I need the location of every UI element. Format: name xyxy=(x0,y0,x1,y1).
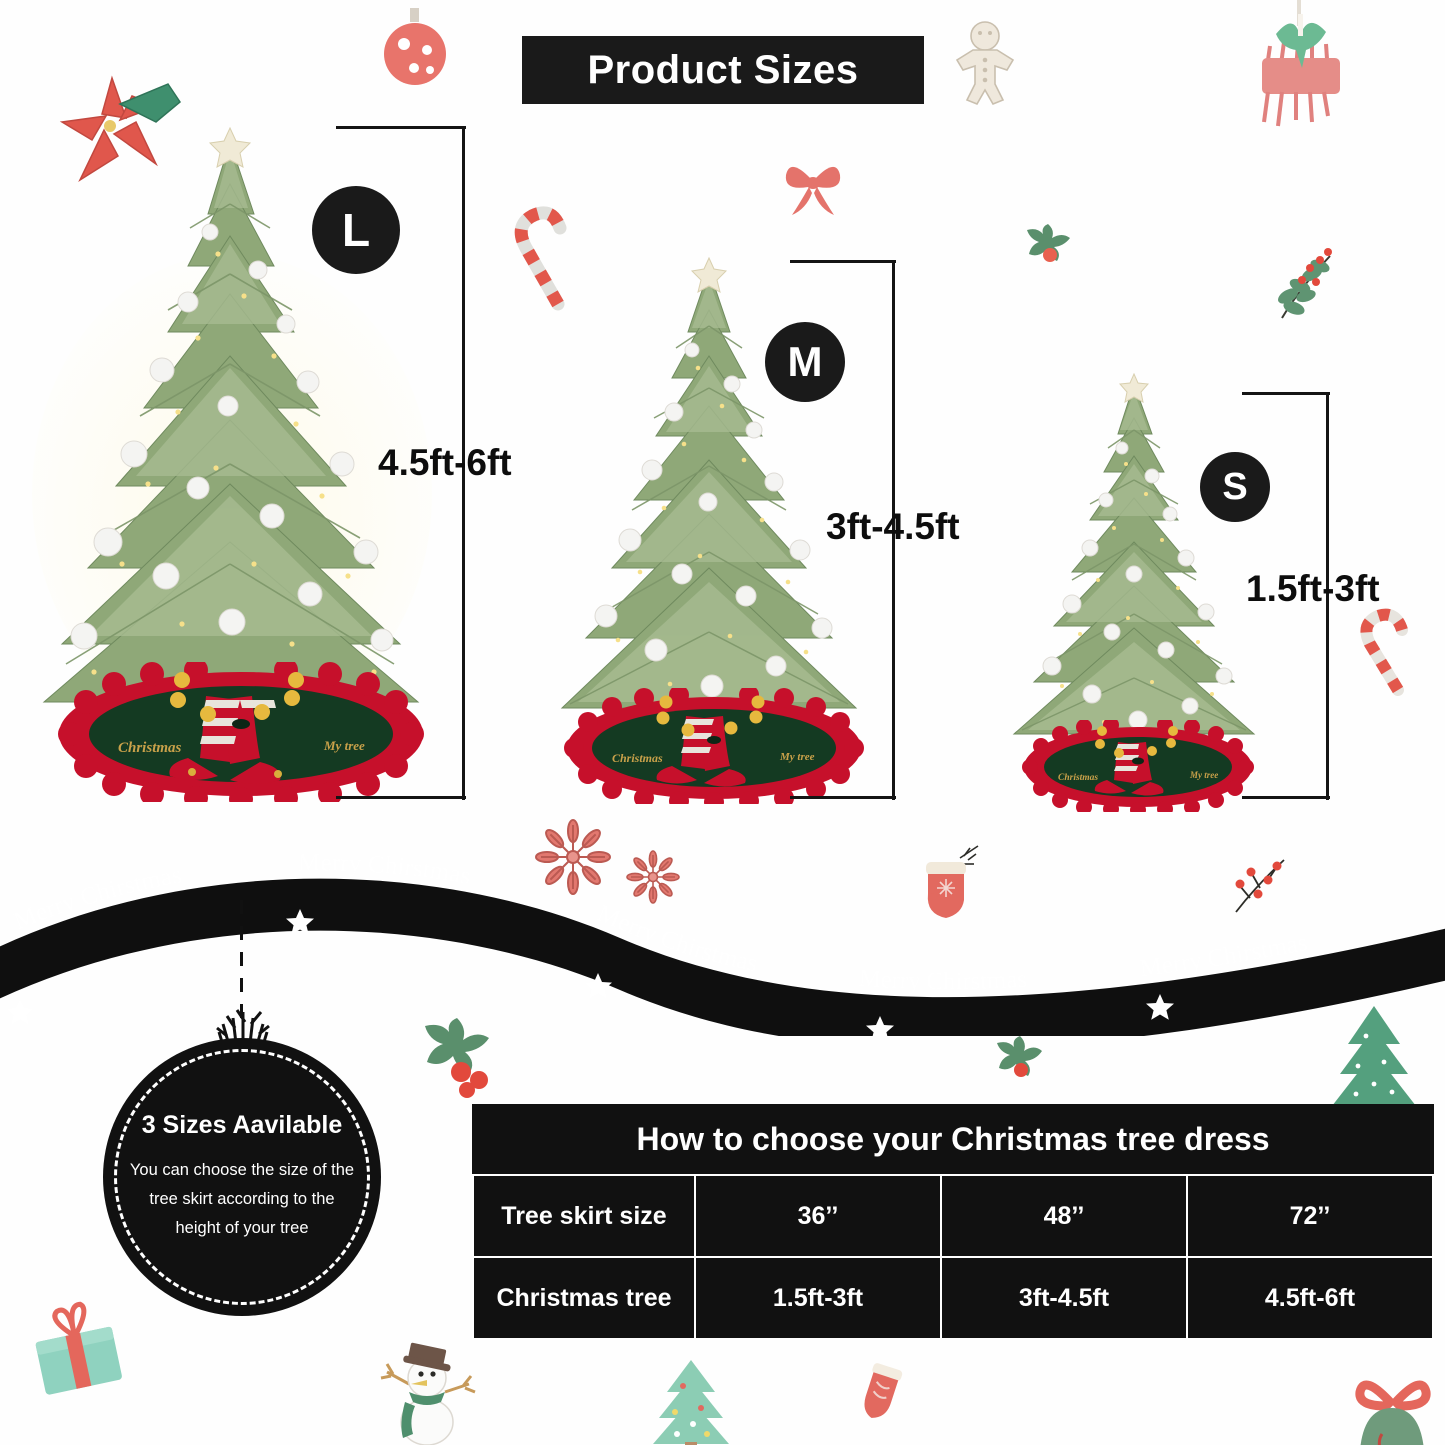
tree-photo-small: Christmas My tree xyxy=(1000,372,1270,812)
size-badge-large: L xyxy=(312,186,400,274)
measure-cap-top xyxy=(790,260,896,263)
tree-photo-medium: Christmas My tree xyxy=(540,256,880,804)
ribbon-star-icons xyxy=(6,909,1174,1036)
measure-label-small: 1.5ft-3ft xyxy=(1246,568,1380,609)
cell-skirt-36: 36’’ xyxy=(694,1174,942,1258)
svg-text:Christmas: Christmas xyxy=(118,740,182,756)
size-chart-title: How to choose your Christmas tree dress xyxy=(636,1120,1270,1157)
svg-text:Christmas: Christmas xyxy=(612,751,663,765)
snowman-icon xyxy=(380,1342,476,1445)
table-row: Christmas tree 1.5ft-3ft 3ft-4.5ft 4.5ft… xyxy=(472,1256,1434,1340)
table-row: Tree skirt size 36’’ 48’’ 72’’ xyxy=(472,1174,1434,1258)
measure-cap-bottom xyxy=(1242,796,1330,799)
measure-label-medium: 3ft-4.5ft xyxy=(826,506,960,547)
pinata-icon xyxy=(1262,0,1340,127)
row-header-christmas-tree: Christmas tree xyxy=(472,1256,696,1340)
cell-skirt-72: 72’’ xyxy=(1186,1174,1434,1258)
row-header-skirt-size: Tree skirt size xyxy=(472,1174,696,1258)
gingerbread-man-icon xyxy=(955,21,1015,106)
callout-dashed-border xyxy=(114,1049,370,1305)
tree-skirt-medium: Christmas My tree xyxy=(564,688,864,804)
size-badge-large-text: L xyxy=(341,204,371,256)
page-title-text: Product Sizes xyxy=(587,47,859,92)
ribbon-label-4: Merry Chirstmas xyxy=(858,965,1028,995)
measure-line xyxy=(1326,392,1329,800)
svg-text:My tree: My tree xyxy=(779,751,815,763)
stocking-icon xyxy=(864,1363,903,1418)
cell-skirt-48: 48’’ xyxy=(940,1174,1188,1258)
mistletoe-icon xyxy=(1278,248,1332,319)
cell-tree-m: 3ft-4.5ft xyxy=(940,1256,1188,1340)
size-badge-medium: M xyxy=(765,322,845,402)
size-badge-small: S xyxy=(1200,452,1270,522)
tree-skirt-small: Christmas My tree xyxy=(1022,720,1254,812)
svg-text:Christmas: Christmas xyxy=(1058,773,1098,783)
size-chart-table: Tree skirt size 36’’ 48’’ 72’’ Christmas… xyxy=(472,1174,1434,1340)
size-chart: How to choose your Christmas tree dress … xyxy=(472,1104,1434,1340)
measure-line xyxy=(892,260,895,800)
page-title: Product Sizes xyxy=(522,36,924,104)
size-chart-header: How to choose your Christmas tree dress xyxy=(472,1104,1434,1174)
cell-tree-l: 4.5ft-6ft xyxy=(1186,1256,1434,1340)
gift-box-icon xyxy=(35,1301,122,1395)
svg-text:My tree: My tree xyxy=(323,738,365,753)
size-badge-small-text: S xyxy=(1222,465,1248,508)
red-bow-icon xyxy=(785,166,841,215)
measure-line xyxy=(462,126,465,800)
bell-bow-icon xyxy=(1355,1380,1431,1445)
measure-cap-bottom xyxy=(336,796,466,799)
holly-icon xyxy=(997,1036,1042,1077)
callout-body: You can choose the size of the tree skir… xyxy=(129,1161,355,1237)
measure-cap-bottom xyxy=(790,796,896,799)
merry-christmas-ribbon: Merry Chirstmas Merry Chirstmas Merry Ch… xyxy=(0,850,1445,1036)
sizes-available-callout: 3 Sizes Aavilable You can choose the siz… xyxy=(103,1038,381,1316)
measure-label-large: 4.5ft-6ft xyxy=(378,442,512,483)
cell-tree-s: 1.5ft-3ft xyxy=(694,1256,942,1340)
ornament-ball-icon xyxy=(384,8,446,85)
measure-cap-top xyxy=(336,126,466,129)
tree-skirt-large: Christmas My tree xyxy=(58,662,424,802)
size-badge-medium-text: M xyxy=(787,338,823,385)
tree-photo-large: Christmas My tree xyxy=(22,124,442,804)
svg-text:My tree: My tree xyxy=(1189,770,1218,780)
measure-cap-top xyxy=(1242,392,1330,395)
callout-title: 3 Sizes Aavilable xyxy=(141,1111,343,1140)
holly-icon xyxy=(1027,224,1070,262)
callout-connector-line xyxy=(240,900,243,1018)
pine-tree-icon xyxy=(653,1360,729,1445)
